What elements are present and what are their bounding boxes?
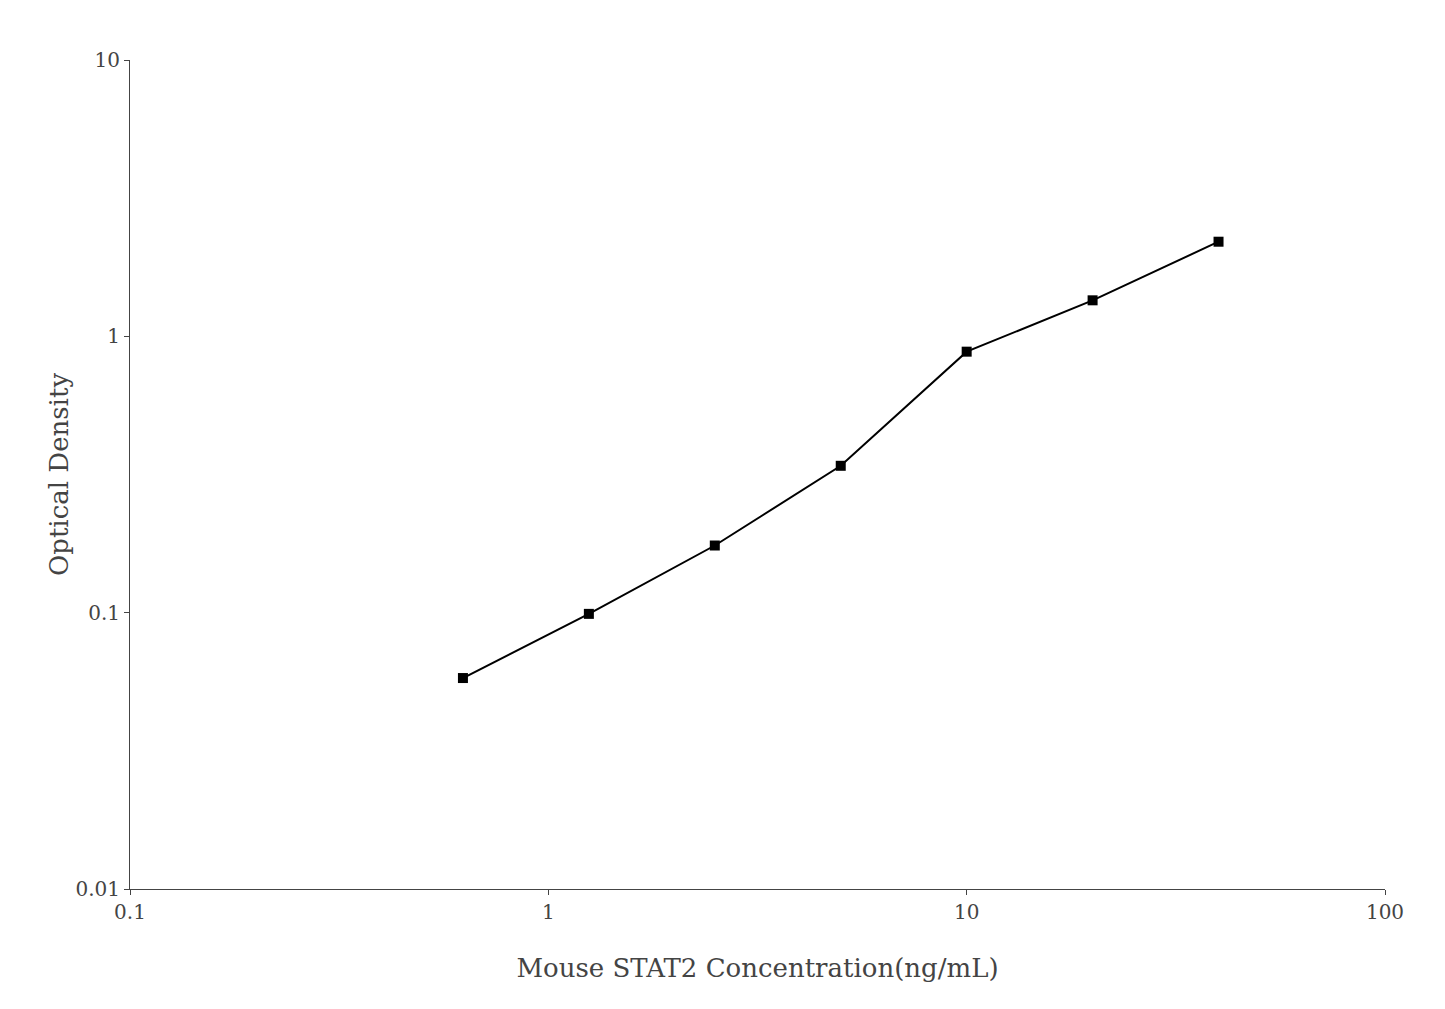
svg-text:0.01: 0.01 xyxy=(75,877,120,901)
svg-text:10: 10 xyxy=(95,48,120,72)
svg-text:0.1: 0.1 xyxy=(114,900,146,924)
svg-text:Optical Density: Optical Density xyxy=(44,373,74,576)
svg-text:10: 10 xyxy=(954,900,979,924)
svg-text:1: 1 xyxy=(107,324,120,348)
svg-text:100: 100 xyxy=(1366,900,1404,924)
svg-text:Mouse STAT2 Concentration(ng/m: Mouse STAT2 Concentration(ng/mL) xyxy=(516,953,998,983)
svg-text:1: 1 xyxy=(542,900,555,924)
svg-text:0.1: 0.1 xyxy=(88,601,120,625)
